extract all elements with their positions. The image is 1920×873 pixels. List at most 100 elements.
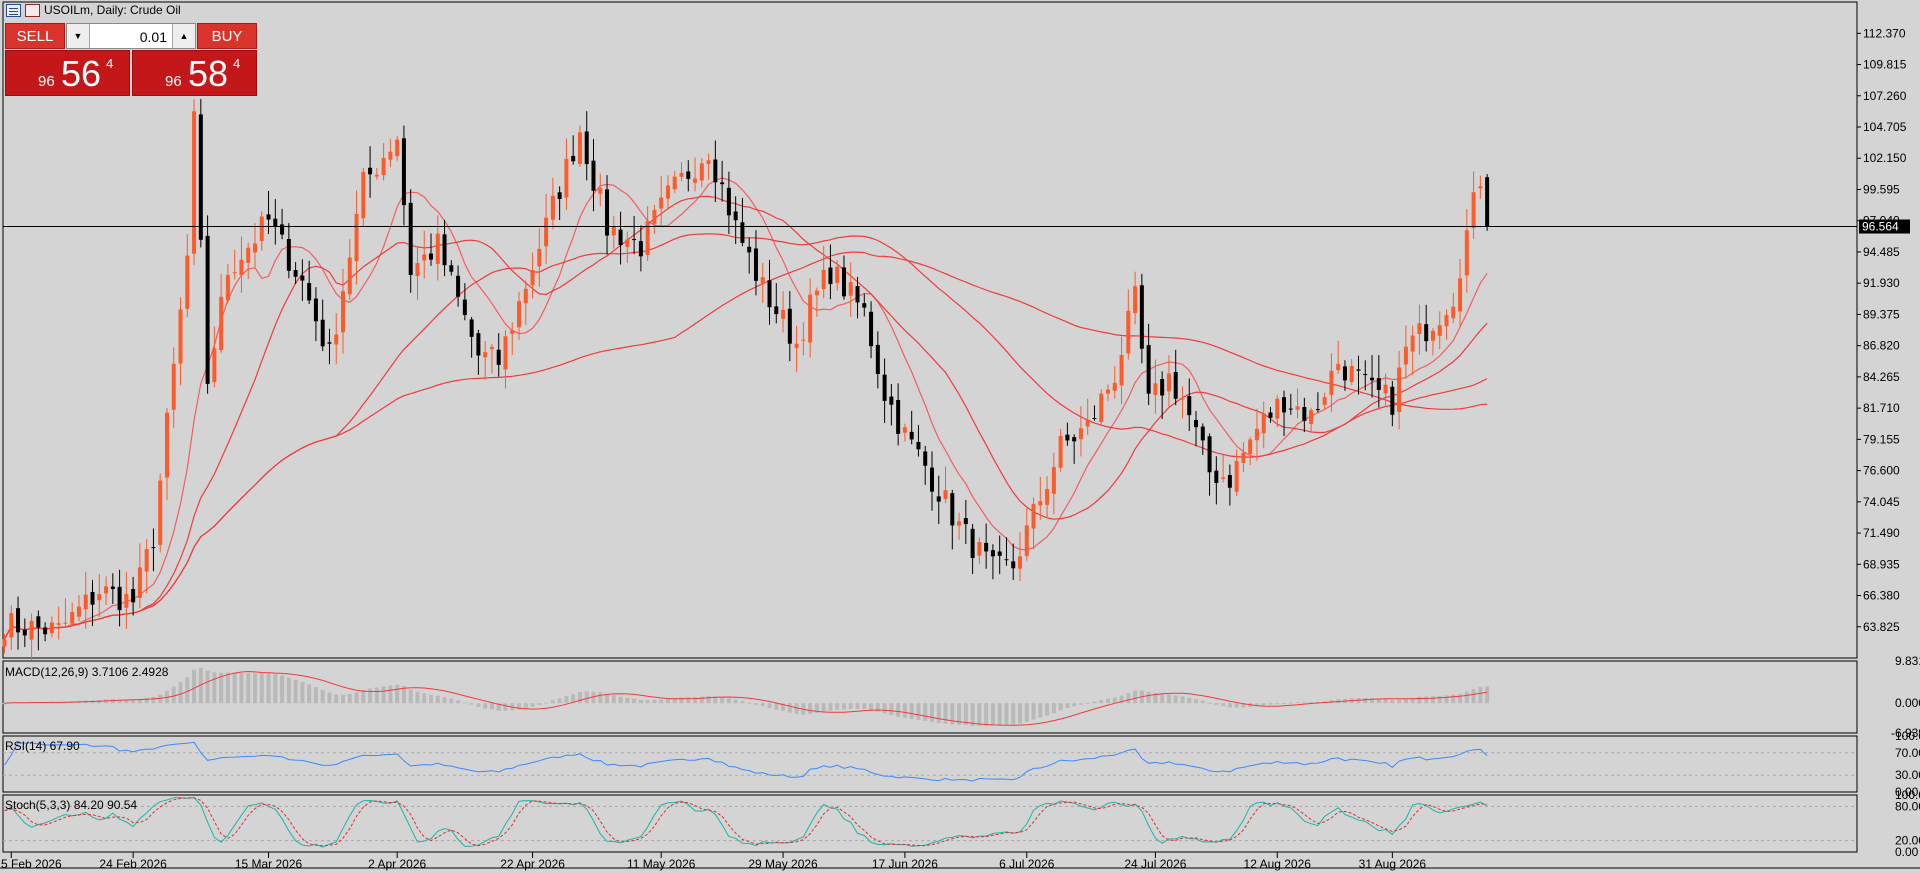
macd-bar [726,698,731,704]
macd-bar [1221,703,1226,707]
macd-bar [158,694,163,704]
candle-body [381,157,386,176]
macd-bar [144,697,149,704]
chart-window-icon [6,3,21,17]
macd-bar [1200,700,1205,704]
candle-body [943,490,948,499]
macd-bar [1194,699,1199,704]
candle-body [354,213,359,262]
candle-body [1180,398,1185,400]
candle-body [632,239,637,241]
macd-bar [110,699,115,704]
candle-body [686,171,691,179]
stoch-tick-label: 100.00 [1895,788,1920,802]
macd-bar [889,703,894,716]
macd-bar [943,703,948,724]
time-tick-label: 29 May 2026 [748,857,818,871]
candle-body [1254,428,1259,441]
candle-body [733,211,738,221]
macd-bar [1065,703,1070,709]
macd-bar [280,675,285,704]
macd-bar [1051,703,1056,714]
macd-bar [415,691,420,704]
candle-body [720,182,725,185]
macd-tick-label: -6.9395 [1891,726,1920,740]
macd-bar [672,697,677,704]
sell-button[interactable]: SELL [5,23,65,49]
macd-bar [313,687,318,704]
macd-bar [781,703,786,711]
macd-bar [1309,701,1314,704]
candle-body [781,309,786,319]
lot-increase-icon[interactable]: ▲ [172,24,195,48]
macd-bar [334,694,339,704]
moving-averages [3,177,1488,640]
candle-body [1437,325,1442,336]
time-tick-label: 24 Jul 2026 [1124,857,1186,871]
lot-size-input[interactable] [91,26,171,48]
macd-histogram [2,667,1490,726]
time-tick-label: 6 Jul 2026 [999,857,1055,871]
candle-body [970,528,975,559]
macd-bar [1302,702,1307,704]
candle-body [198,114,203,240]
macd-bar [997,703,1002,726]
price-tick-label: 91.930 [1863,276,1900,290]
candle-body [1403,346,1408,365]
rsi-tick-label: 30.00 [1895,768,1920,782]
candle-body [1295,406,1300,410]
macd-bar [293,679,298,704]
buy-button[interactable]: BUY [197,23,257,49]
candle-body [1471,192,1476,228]
macd-bar [219,672,224,704]
macd-bar [787,703,792,713]
candle-body [36,616,41,628]
candle-body [699,163,704,181]
macd-bar [171,686,176,704]
buy-price-box[interactable]: 96 58 4 [132,50,257,96]
candle-body [415,263,420,277]
macd-bar [733,699,738,704]
macd-bar [361,690,366,704]
lot-decrease-icon[interactable]: ▼ [67,24,90,48]
candle-body [307,283,312,301]
macd-bar [1254,703,1259,707]
macd-bar [584,691,589,704]
price-tick-label: 102.150 [1863,151,1907,165]
candle-body [16,608,21,633]
candle-body [374,174,379,177]
macd-bar [1166,694,1171,704]
candle-body [611,227,616,236]
one-click-trading-panel: SELL ▼ ▲ BUY 96 56 4 96 58 4 [5,23,257,96]
macd-bar [1106,698,1111,704]
pane-frame-0 [2,1,1858,659]
macd-bar [1078,703,1083,705]
macd-bar [693,696,698,704]
macd-bar [977,703,982,726]
candle-body [1275,398,1280,419]
macd-bar [875,703,880,712]
chart-title: USOILm, Daily: Crude Oil [44,3,181,17]
candle-body [1234,460,1239,492]
macd-bar [1207,702,1212,704]
candle-body [313,298,318,322]
macd-title: MACD(12,26,9) 3.7106 2.4928 [5,665,169,679]
macd-bar [212,672,217,704]
rsi-tick-label: 0.00 [1895,785,1919,799]
candle-body [1424,324,1429,342]
candle-body [1194,419,1199,428]
macd-bar [1390,700,1395,704]
macd-bar [1011,703,1016,725]
sell-price-box[interactable]: 96 56 4 [5,50,130,96]
candle-body [1227,474,1232,488]
candle-body [1268,412,1273,418]
macd-bar [1024,703,1029,722]
macd-bar [1214,703,1219,705]
macd-bar [300,681,305,704]
candle-body [747,246,752,253]
time-tick-label: 24 Feb 2026 [99,857,167,871]
candle-body [1329,370,1334,395]
candle-body [517,301,522,328]
macd-bar [232,672,237,704]
